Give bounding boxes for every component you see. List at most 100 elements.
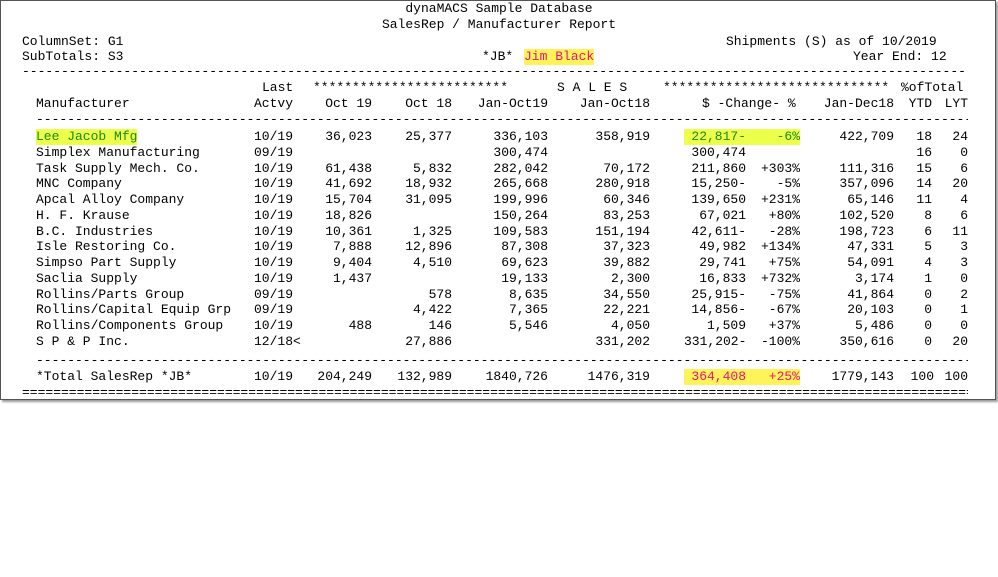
sales-label: S A L E S (557, 80, 628, 95)
cell-jan-oct18: 151,194 (595, 224, 650, 239)
cell-ytd: 0 (924, 302, 932, 317)
cell-change: 67,021 (699, 208, 746, 223)
cell-actvy: 10/19 (254, 318, 294, 333)
cell-lyt: 20 (952, 176, 968, 191)
cell-change: 139,650 (691, 192, 746, 207)
divider-double: ========================================… (22, 385, 968, 400)
cell-lyt: 4 (960, 192, 968, 207)
cell-jan-oct19: 199,996 (493, 192, 548, 207)
cell-jan-oct19: 300,474 (493, 145, 548, 160)
total-jan-oct19: 1840,726 (485, 369, 548, 384)
cell-actvy: 09/19 (254, 287, 294, 302)
cell-jan-oct19: 336,103 (493, 129, 548, 144)
cell-jan-oct18: 60,346 (603, 192, 650, 207)
cell-ytd: 18 (916, 129, 932, 144)
cell-change-pct: +134% (760, 239, 800, 254)
cell-manufacturer: Rollins/Components Group (36, 318, 224, 333)
cell-oct19: 9,404 (332, 255, 372, 270)
cell-ytd: 0 (924, 318, 932, 333)
cell-lyt: 0 (960, 145, 968, 160)
table-row: S P & P Inc. 12/18< 27,886 331,202 331,202- -… (0, 334, 998, 350)
cell-ytd: 11 (916, 192, 932, 207)
cell-actvy: 10/19 (254, 129, 294, 144)
cell-jan-oct19: 109,583 (493, 224, 548, 239)
cell-jan-oct19: 19,133 (501, 271, 548, 286)
cell-jan-dec18: 111,316 (839, 161, 894, 176)
table-row: Isle Restoring Co. 10/19 7,888 12,896 87,308… (0, 239, 998, 255)
cell-change-pct: -28% (768, 224, 800, 239)
cell-jan-oct19: 265,668 (493, 176, 548, 191)
table-row: Rollins/Components Group 10/19 488 146 5,546… (0, 318, 998, 334)
cell-lyt: 1 (960, 302, 968, 317)
cell-manufacturer: Rollins/Parts Group (36, 287, 185, 302)
cell-actvy: 10/19 (254, 224, 294, 239)
cell-actvy: 10/19 (254, 192, 294, 207)
cell-oct18: 31,095 (405, 192, 452, 207)
report-subtitle: SalesRep / Manufacturer Report (381, 17, 617, 32)
cell-change-pct: -100% (760, 334, 800, 349)
cell-oct18: 578 (428, 287, 452, 302)
col-ytd: YTD (908, 96, 932, 111)
cell-change-pct: -6% (746, 129, 800, 145)
cell-jan-dec18: 5,486 (854, 318, 894, 333)
cell-actvy: 09/19 (254, 145, 294, 160)
cell-lyt: 11 (952, 224, 968, 239)
cell-jan-oct19: 8,635 (508, 287, 548, 302)
total-oct19: 204,249 (317, 369, 372, 384)
column-header-top: Last ************************* S A L E S… (0, 80, 998, 96)
cell-jan-oct18: 37,323 (603, 239, 650, 254)
cell-oct19: 10,361 (325, 224, 372, 239)
cell-manufacturer: Lee Jacob Mfg (36, 129, 138, 145)
col-change: $ -Change- % (702, 96, 796, 111)
cell-actvy: 10/19 (254, 161, 294, 176)
cell-jan-oct18: 83,253 (603, 208, 650, 223)
col-last-label: Last (262, 80, 294, 95)
cell-manufacturer: Simplex Manufacturing (36, 145, 200, 160)
cell-jan-oct18: 39,882 (603, 255, 650, 270)
cell-lyt: 6 (960, 161, 968, 176)
cell-manufacturer: B.C. Industries (36, 224, 154, 239)
cell-change: 300,474 (691, 145, 746, 160)
cell-jan-dec18: 102,520 (839, 208, 894, 223)
rep-code: *JB* (482, 49, 514, 64)
cell-ytd: 6 (924, 224, 932, 239)
table-row: Task Supply Mech. Co. 10/19 61,438 5,832 282… (0, 161, 998, 177)
cell-change: 15,250- (691, 176, 746, 191)
cell-jan-oct18: 280,918 (595, 176, 650, 191)
cell-change-pct: -5% (776, 176, 800, 191)
cell-oct18: 25,377 (405, 129, 452, 144)
cell-oct18: 5,832 (412, 161, 452, 176)
col-lyt: LYT (944, 96, 968, 111)
cell-change-pct: +303% (760, 161, 800, 176)
cell-change: 14,856- (691, 302, 746, 317)
shipments-label: Shipments (S) as of 10/2019 (726, 34, 937, 49)
cell-jan-oct18: 331,202 (595, 334, 650, 349)
cell-change: 42,611- (691, 224, 746, 239)
cell-manufacturer: Task Supply Mech. Co. (36, 161, 200, 176)
total-ytd: 100 (910, 369, 934, 384)
cell-oct19: 15,704 (325, 192, 372, 207)
col-manufacturer: Manufacturer (36, 96, 130, 111)
cell-ytd: 4 (924, 255, 932, 270)
stars-right: ***************************** (663, 80, 890, 95)
cell-actvy: 10/19 (254, 176, 294, 191)
cell-actvy: 12/18< (254, 334, 301, 349)
table-row: Rollins/Capital Equip Grp 09/19 4,422 7,365… (0, 302, 998, 318)
cell-manufacturer: Saclia Supply (36, 271, 138, 286)
cell-manufacturer: H. F. Krause (36, 208, 130, 223)
col-oct18: Oct 18 (405, 96, 452, 111)
cell-ytd: 0 (924, 287, 932, 302)
total-jan-oct18: 1476,319 (587, 369, 650, 384)
cell-oct19: 41,692 (325, 176, 372, 191)
col-jan-dec18: Jan-Dec18 (823, 96, 894, 111)
cell-oct18: 1,325 (412, 224, 452, 239)
col-oct19: Oct 19 (325, 96, 372, 111)
cell-lyt: 0 (960, 271, 968, 286)
cell-oct18: 146 (428, 318, 452, 333)
cell-jan-oct19: 5,546 (508, 318, 548, 333)
year-end-label: Year End: 12 (853, 49, 947, 64)
divider-dash: ----------------------------------------… (36, 112, 968, 127)
cell-jan-oct19: 7,365 (508, 302, 548, 317)
table-row: Saclia Supply 10/19 1,437 19,133 2,300 16,833… (0, 271, 998, 287)
report-window (0, 0, 996, 400)
